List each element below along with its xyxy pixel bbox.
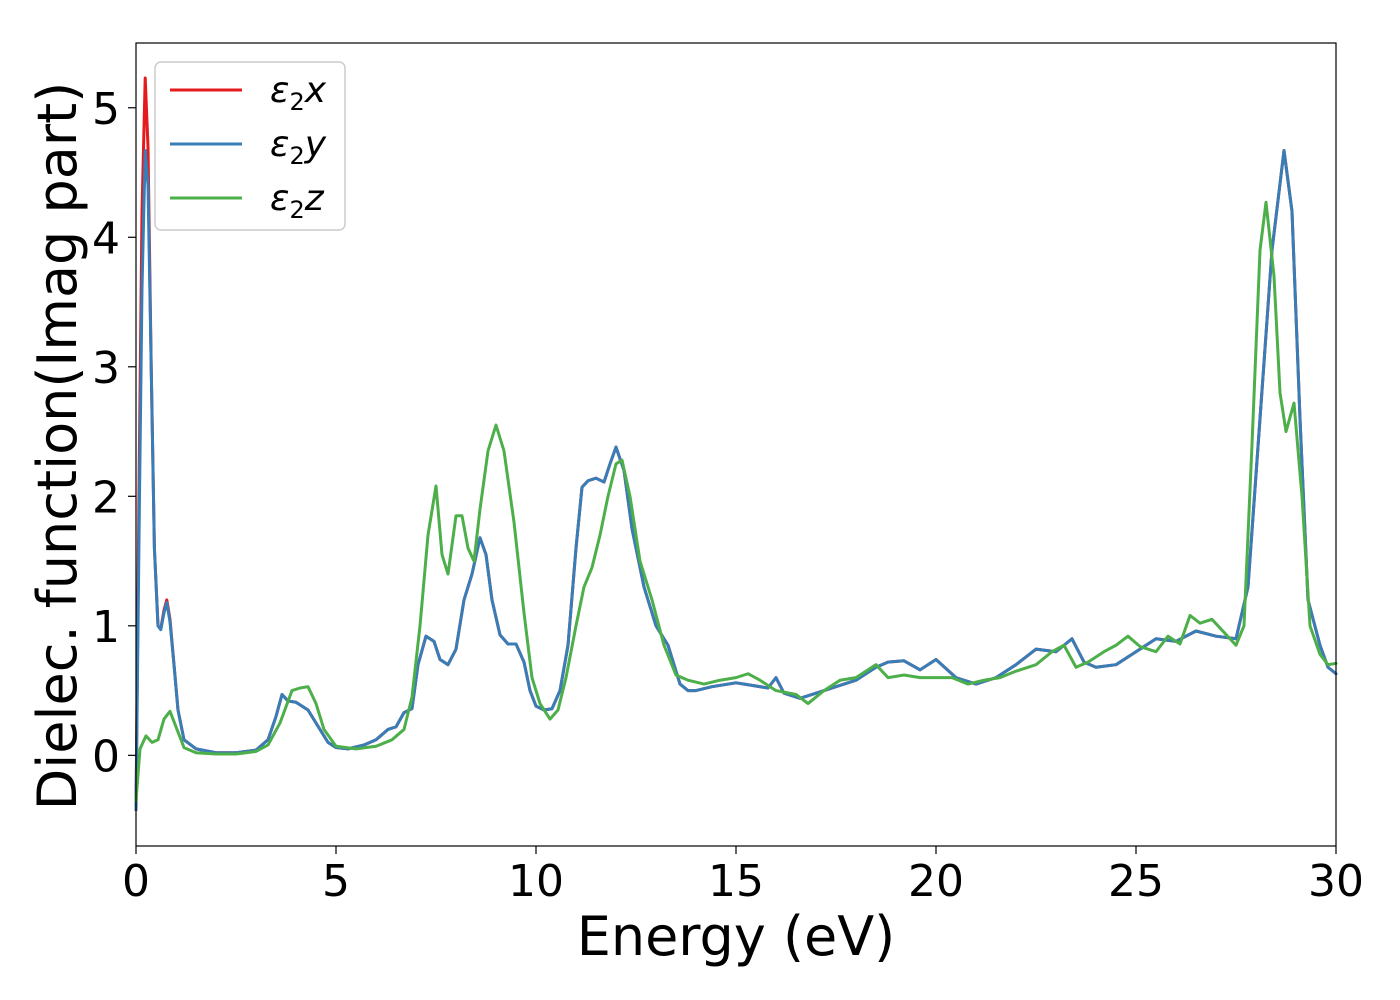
- y-axis-label: Dielec. function(Imag part): [26, 82, 89, 811]
- legend-box: [154, 61, 346, 231]
- y-tick-label: 4: [92, 213, 120, 264]
- series-line-z: [134, 200, 1338, 803]
- x-tick-label: 5: [322, 856, 350, 907]
- x-tick-label: 10: [508, 856, 564, 907]
- x-axis-label: Energy (eV): [577, 905, 896, 968]
- y-tick-label: 5: [92, 84, 120, 135]
- legend-label-z: ε2z: [270, 178, 325, 224]
- x-axis-ticks: 0 5 10 15 20 25 30: [122, 846, 1364, 907]
- legend-items: ε2x ε2y ε2z: [170, 70, 327, 224]
- legend-label-y: ε2y: [270, 124, 327, 170]
- y-tick-label: 1: [92, 602, 120, 653]
- legend: ε2x ε2y ε2z: [154, 61, 346, 231]
- x-tick-label: 30: [1308, 856, 1364, 907]
- y-tick-label: 0: [92, 731, 120, 782]
- series-line-y: [134, 149, 1338, 812]
- legend-label-x: ε2x: [270, 70, 327, 116]
- y-tick-label: 2: [92, 472, 120, 523]
- y-tick-label: 3: [92, 343, 120, 394]
- series-layer: [134, 76, 1338, 812]
- x-tick-label: 0: [122, 856, 150, 907]
- x-tick-label: 20: [908, 856, 964, 907]
- x-tick-label: 25: [1108, 856, 1164, 907]
- y-axis-ticks: 0 1 2 3 4 5: [92, 84, 136, 782]
- x-tick-label: 15: [708, 856, 764, 907]
